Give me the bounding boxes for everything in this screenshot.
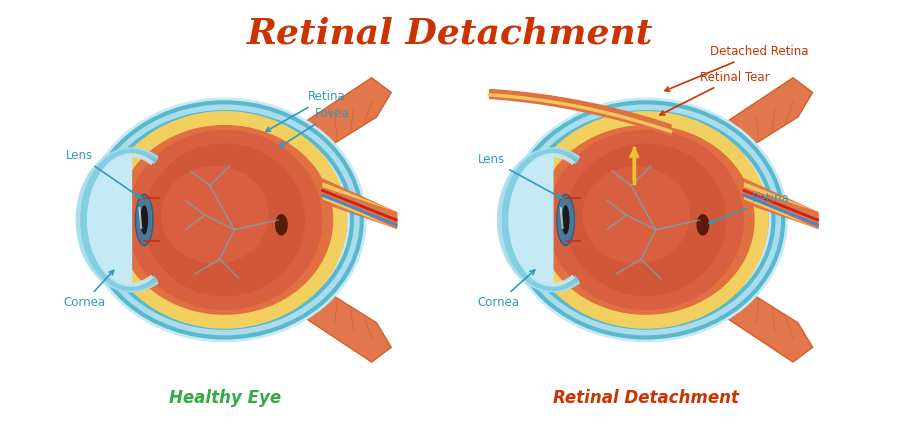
Ellipse shape xyxy=(144,144,305,296)
Text: Cornea: Cornea xyxy=(63,270,113,309)
Ellipse shape xyxy=(127,130,322,310)
Ellipse shape xyxy=(565,144,726,296)
Text: Detached Retina: Detached Retina xyxy=(665,45,808,91)
Ellipse shape xyxy=(161,166,269,264)
Text: Retina: Retina xyxy=(266,90,346,132)
Ellipse shape xyxy=(557,194,574,246)
Polygon shape xyxy=(700,274,813,362)
Text: Retina: Retina xyxy=(709,192,789,224)
Ellipse shape xyxy=(507,100,785,339)
Ellipse shape xyxy=(86,100,364,339)
Text: Fovea: Fovea xyxy=(280,107,349,147)
Polygon shape xyxy=(278,274,392,362)
Polygon shape xyxy=(700,78,813,166)
Text: Lens: Lens xyxy=(477,153,562,198)
Polygon shape xyxy=(77,149,156,290)
Ellipse shape xyxy=(93,107,357,332)
Text: Retinal Detachment: Retinal Detachment xyxy=(553,389,739,407)
Polygon shape xyxy=(278,78,392,166)
Polygon shape xyxy=(499,149,578,290)
Ellipse shape xyxy=(582,166,690,264)
Ellipse shape xyxy=(275,214,288,236)
Text: Lens: Lens xyxy=(66,149,140,198)
Text: Cornea: Cornea xyxy=(477,270,535,309)
Text: Retinal Tear: Retinal Tear xyxy=(660,71,769,115)
Ellipse shape xyxy=(562,205,570,235)
Ellipse shape xyxy=(548,130,744,310)
Ellipse shape xyxy=(140,205,148,235)
Ellipse shape xyxy=(697,214,709,236)
Text: Healthy Eye: Healthy Eye xyxy=(168,389,281,407)
Text: Retinal Detachment: Retinal Detachment xyxy=(247,16,653,50)
Ellipse shape xyxy=(135,194,153,246)
Ellipse shape xyxy=(514,107,778,332)
